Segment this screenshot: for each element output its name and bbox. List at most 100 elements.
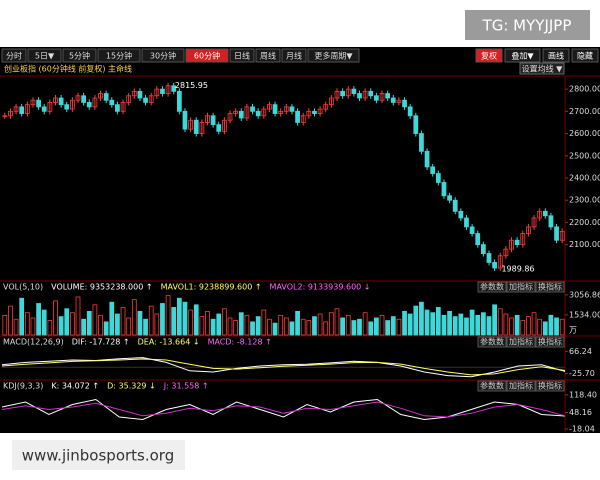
indicator-button[interactable]: [506, 336, 536, 348]
indicator-header: MAVOL1: 9238899.600 ↑: [161, 283, 262, 292]
tab-button[interactable]: [281, 48, 307, 63]
candle: [160, 88, 165, 94]
volume-bar: [120, 307, 126, 336]
volume-bar: [47, 320, 53, 336]
indicator-button[interactable]: [535, 380, 565, 392]
volume-bar: [492, 304, 497, 336]
indicator-header: MACD(12,26,9): [3, 338, 64, 347]
candle: [480, 244, 486, 254]
candle: [368, 90, 374, 97]
candle: [435, 173, 441, 183]
tab-button[interactable]: [62, 48, 97, 63]
indicator-button[interactable]: [477, 380, 507, 392]
tab-label[interactable]: 15分钟: [106, 51, 132, 61]
indicator-button-label[interactable]: 参数数: [480, 282, 504, 292]
tool-button[interactable]: [475, 48, 503, 63]
tool-label[interactable]: 叠加▼: [511, 51, 534, 61]
volume-bar: [261, 309, 267, 336]
candle: [165, 85, 171, 94]
y-tick-label: 2400.00: [569, 174, 600, 183]
candle: [137, 90, 143, 99]
volume-bar: [396, 318, 402, 336]
candle: [413, 115, 419, 134]
tab-label[interactable]: 日线: [234, 51, 250, 61]
indicator-button-label[interactable]: 参数数: [480, 381, 504, 391]
tab-label[interactable]: 周线: [260, 51, 276, 61]
tab-button[interactable]: [141, 48, 185, 63]
tg-box: [465, 10, 590, 40]
candle: [188, 119, 193, 130]
watermark: www.jinbosports.org: [22, 447, 174, 465]
volume-bar: [244, 314, 250, 336]
volume-bar: [514, 314, 520, 336]
volume-bar: [238, 312, 244, 336]
volume-bar: [469, 309, 475, 336]
volume-bar: [148, 305, 154, 336]
volume-bar: [283, 317, 289, 336]
volume-bar: [379, 314, 385, 336]
volume-bar: [402, 310, 407, 336]
candle: [216, 124, 222, 132]
tab-label[interactable]: 分时: [6, 51, 22, 61]
indicator-button-label[interactable]: 参数数: [480, 337, 504, 347]
tab-button[interactable]: [255, 48, 281, 63]
tab-label[interactable]: 更多周期▼: [314, 51, 353, 61]
setting-label[interactable]: 设置均线 ▼: [522, 64, 564, 74]
indicator-button-label[interactable]: 换指标: [538, 337, 562, 347]
tool-button[interactable]: [571, 48, 599, 63]
y-tick-label: 2600.00: [569, 129, 600, 138]
tab-label[interactable]: 60分钟: [194, 51, 220, 61]
tool-label[interactable]: 隐藏: [577, 51, 593, 61]
tab-label[interactable]: 30分钟: [150, 51, 176, 61]
candle: [267, 104, 272, 110]
tool-button[interactable]: [542, 48, 570, 63]
tab-label[interactable]: 月线: [286, 51, 302, 61]
candle: [41, 106, 47, 112]
candle: [53, 97, 58, 103]
tab-button[interactable]: [185, 48, 229, 63]
volume-bar: [58, 316, 64, 336]
volume-bar: [53, 300, 58, 336]
indicator-button-label[interactable]: 加指标: [509, 282, 533, 292]
volume-bar: [81, 318, 87, 336]
tool-button[interactable]: [504, 48, 541, 63]
tab-button[interactable]: [229, 48, 255, 63]
indicator-button[interactable]: [535, 281, 565, 293]
volume-bar: [41, 309, 47, 336]
candle: [143, 97, 148, 103]
indicator-button-label[interactable]: 换指标: [538, 381, 562, 391]
candle: [351, 88, 357, 94]
indicator-button-label[interactable]: 加指标: [509, 381, 533, 391]
indicator-button[interactable]: [506, 281, 536, 293]
indicator-button[interactable]: [506, 380, 536, 392]
volume-bar: [115, 313, 120, 336]
candle: [317, 108, 323, 114]
candle: [70, 99, 75, 110]
setting-button[interactable]: [519, 62, 565, 75]
tab-button[interactable]: [307, 48, 360, 63]
tool-label[interactable]: 复权: [481, 51, 497, 61]
candle: [120, 102, 126, 112]
tab-button[interactable]: [27, 48, 62, 63]
tab-label[interactable]: 5分钟: [69, 51, 90, 61]
volume-bar: [295, 310, 300, 336]
candle: [30, 99, 36, 106]
candle: [520, 233, 526, 246]
tab-label[interactable]: 5日▼: [35, 52, 55, 61]
volume-bar: [193, 304, 199, 336]
volume-bar: [509, 317, 514, 336]
candle: [419, 133, 424, 152]
indicator-button[interactable]: [477, 336, 507, 348]
volume-bar: [278, 314, 284, 336]
indicator-button[interactable]: [477, 281, 507, 293]
indicator-button-label[interactable]: 换指标: [538, 282, 562, 292]
indicator-button-label[interactable]: 加指标: [509, 337, 533, 347]
volume-bar: [36, 303, 41, 336]
indicator-button[interactable]: [535, 336, 565, 348]
tab-button[interactable]: [1, 48, 27, 63]
tool-label[interactable]: 画线: [548, 51, 564, 61]
candle: [261, 108, 267, 117]
tab-button[interactable]: [97, 48, 141, 63]
candle: [92, 97, 98, 108]
